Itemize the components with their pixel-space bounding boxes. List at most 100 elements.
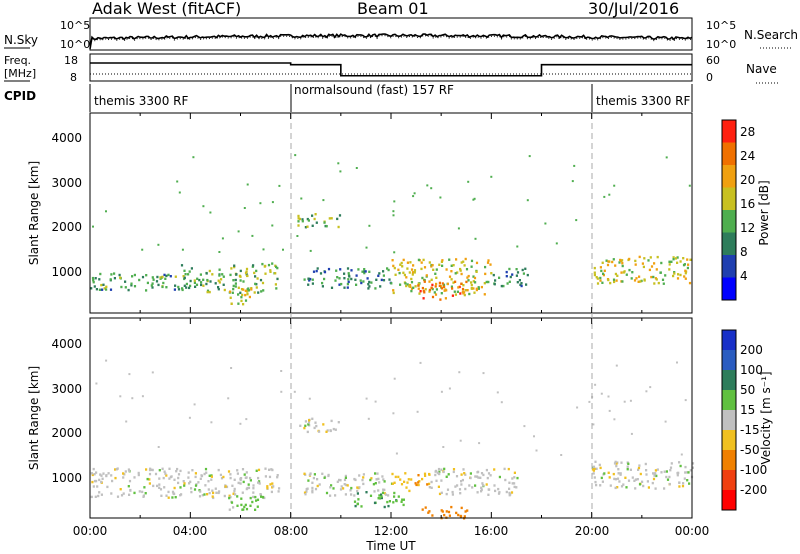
power-cell-1 <box>183 284 186 287</box>
power-cell-0 <box>141 275 145 279</box>
power-cell-7 <box>524 267 527 270</box>
velocity-cell-0 <box>220 477 224 480</box>
power-scatter-cell <box>262 248 265 251</box>
velocity-cell-0 <box>165 474 168 477</box>
velocity-cell-8 <box>626 461 629 464</box>
power-cell-5 <box>434 293 438 296</box>
power-cell-5 <box>420 267 423 271</box>
velocity-cell-8 <box>636 478 639 481</box>
power-cell-8 <box>643 279 646 282</box>
freq-label: Freq. <box>4 54 31 67</box>
power-cell-5 <box>440 292 443 295</box>
power-cell-2 <box>242 288 245 291</box>
velocity-cell-0 <box>100 493 103 496</box>
cpid-segment-3: themis 3300 RF <box>596 94 690 108</box>
power-scatter-cell <box>259 202 262 205</box>
power-cell-0 <box>120 285 123 289</box>
velocity-cell-0 <box>116 495 120 498</box>
velocity-cell-3 <box>362 482 365 486</box>
power-cell-5 <box>403 273 406 277</box>
velocity-cell-3 <box>370 477 373 480</box>
velocity-cell-4 <box>354 504 357 508</box>
velocity-colorbar-swatch-7 <box>722 470 736 491</box>
velocity-scatter-cell <box>440 390 443 393</box>
xtick-20: 20:00 <box>575 524 610 538</box>
velocity-cell-0 <box>154 472 158 476</box>
velocity-cell-0 <box>239 482 242 485</box>
power-cell-6 <box>451 294 454 297</box>
power-cell-5 <box>399 283 402 286</box>
power-cell-5 <box>423 279 426 282</box>
velocity-cell-0 <box>133 491 136 495</box>
power-ytick-2000: 2000 <box>51 220 82 234</box>
velocity-cell-7 <box>421 508 424 511</box>
velocity-scatter-cell <box>230 367 233 369</box>
velocity-cell-0 <box>234 493 237 496</box>
velocity-cell-3 <box>314 487 318 491</box>
velocity-cell-0 <box>219 473 222 477</box>
power-cell-5 <box>474 281 477 284</box>
velocity-cell-6 <box>461 478 464 482</box>
power-cell-1 <box>206 289 210 292</box>
velocity-cell-5 <box>393 481 396 484</box>
velocity-cell-6 <box>428 486 431 489</box>
velocity-scatter-cell <box>588 400 591 403</box>
velocity-cell-4 <box>393 495 396 498</box>
power-cell-4 <box>315 269 318 273</box>
power-cell-5 <box>477 287 480 290</box>
velocity-cell-7 <box>447 510 451 514</box>
velocity-cell-0 <box>214 487 217 490</box>
velocity-cell-6 <box>508 481 511 484</box>
power-cell-8 <box>656 255 659 259</box>
velocity-cell-0 <box>241 468 245 471</box>
power-cell-5 <box>487 259 490 262</box>
power-cell-1 <box>253 271 256 275</box>
power-cell-3 <box>328 217 331 220</box>
velocity-cell-3 <box>336 480 339 483</box>
power-cell-1 <box>208 269 211 273</box>
power-heatmap <box>90 154 692 306</box>
velocity-cell-0 <box>277 490 280 493</box>
velocity-cell-8 <box>670 462 673 465</box>
power-cell-5 <box>490 272 493 275</box>
velocity-cell-3 <box>323 476 326 479</box>
velocity-cell-4 <box>402 498 405 501</box>
power-cell-8 <box>593 266 596 270</box>
velocity-cell-4 <box>402 503 405 507</box>
velocity-cell-4 <box>369 494 373 497</box>
velocity-cell-6 <box>443 467 446 471</box>
power-cell-5 <box>452 281 455 284</box>
velocity-colorbar-swatch-6 <box>722 450 736 471</box>
power-cell-0 <box>113 277 116 280</box>
velocity-cell-8 <box>637 466 641 470</box>
power-cell-1 <box>181 288 184 292</box>
velocity-cell-3 <box>344 474 347 478</box>
power-cell-8 <box>612 258 615 261</box>
velocity-cell-0 <box>236 472 239 475</box>
velocity-cell-0 <box>242 480 245 484</box>
velocity-cell-4 <box>380 496 383 500</box>
velocity-cell-0 <box>217 468 220 472</box>
power-cell-4 <box>340 282 343 286</box>
power-scatter-cell <box>393 251 396 254</box>
power-cell-8 <box>650 265 654 268</box>
velocity-cell-3 <box>358 474 361 477</box>
power-cell-8 <box>653 262 656 265</box>
power-cell-3 <box>325 225 328 228</box>
velocity-cell-6 <box>452 470 455 474</box>
power-cell-4 <box>377 274 380 277</box>
velocity-cell-8 <box>656 468 659 471</box>
velocity-cell-7 <box>463 515 466 518</box>
velocity-cell-6 <box>454 485 457 488</box>
power-cell-8 <box>684 277 687 280</box>
power-cell-6 <box>419 290 422 293</box>
power-cell-6 <box>444 297 447 300</box>
power-cell-5 <box>397 268 400 271</box>
power-cell-5 <box>470 281 473 284</box>
power-cell-4 <box>366 277 369 280</box>
velocity-cell-0 <box>148 468 152 472</box>
velocity-cell-3 <box>378 481 381 484</box>
velocity-cell-3 <box>338 478 341 482</box>
velocity-cell-2 <box>325 430 328 433</box>
power-cell-4 <box>303 278 306 281</box>
